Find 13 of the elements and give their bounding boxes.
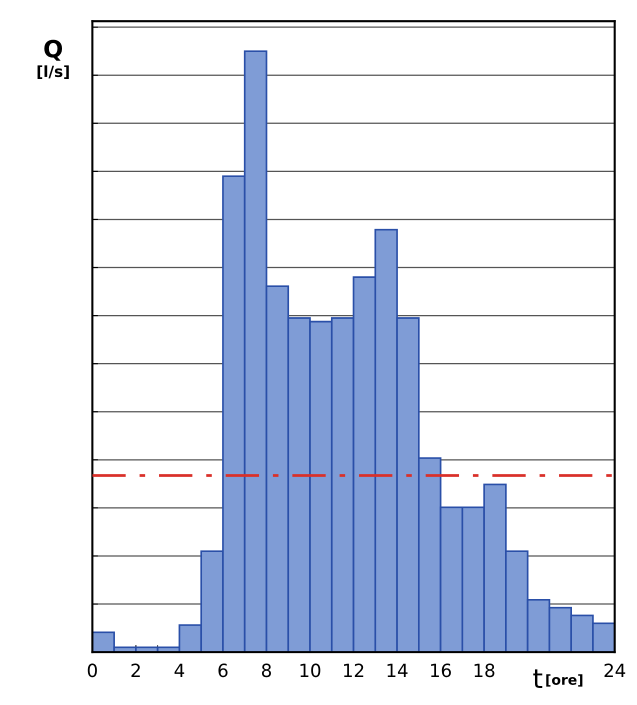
x-axis-title: t[ore] <box>533 669 582 688</box>
x-tick-label: 8 <box>262 664 271 678</box>
x-tick-label: 4 <box>174 664 184 677</box>
x-tick-label: 18 <box>474 664 494 678</box>
y-axis-title: Q [l/s] <box>38 40 69 79</box>
x-tick-label: 16 <box>431 664 451 678</box>
x-tick-label: 10 <box>300 664 320 678</box>
x-tick-label: 2 <box>131 664 140 677</box>
x-tick-label: 6 <box>218 664 228 678</box>
x-tick-label: 12 <box>344 664 364 677</box>
x-tick-label: 14 <box>388 664 408 677</box>
x-tick-label: 0 <box>88 664 97 678</box>
x-tick-label: 24 <box>604 664 626 677</box>
